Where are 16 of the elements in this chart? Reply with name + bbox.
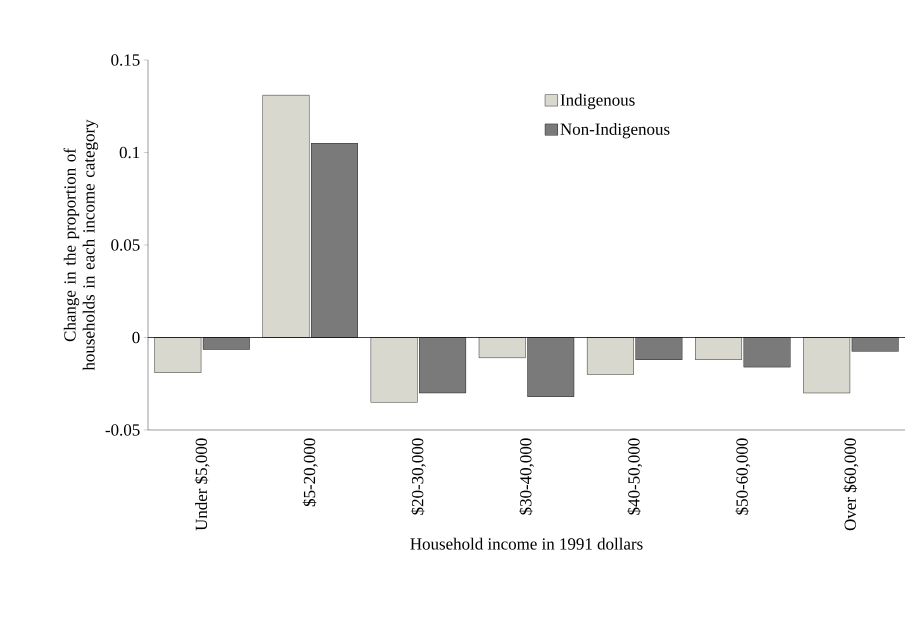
legend-label: Indigenous (560, 94, 635, 110)
y-tick-label: -0.05 (106, 424, 140, 436)
x-tick-label: Over $60,000 (844, 438, 858, 530)
x-tick-label: Under $5,000 (194, 438, 210, 531)
y-tick-label: 0 (132, 332, 140, 344)
y-tick-label: 0.15 (111, 54, 140, 66)
x-axis-title: Household income in 1991 dollars (410, 538, 643, 550)
x-tick-label: $40-50,000 (627, 438, 642, 515)
y-tick-label: 0.1 (120, 146, 140, 158)
x-tick-label: $30-40,000 (519, 438, 534, 515)
y-axis-title: Change in the proportion of households in each income category (64, 119, 98, 370)
x-tick-label: $50-60,000 (735, 438, 750, 515)
legend-label: Non-Indigenous (560, 122, 670, 138)
x-tick-label: $5-20,000 (302, 438, 318, 506)
x-tick-label: $20-30,000 (410, 438, 426, 515)
y-tick-label: 0.05 (111, 239, 140, 251)
